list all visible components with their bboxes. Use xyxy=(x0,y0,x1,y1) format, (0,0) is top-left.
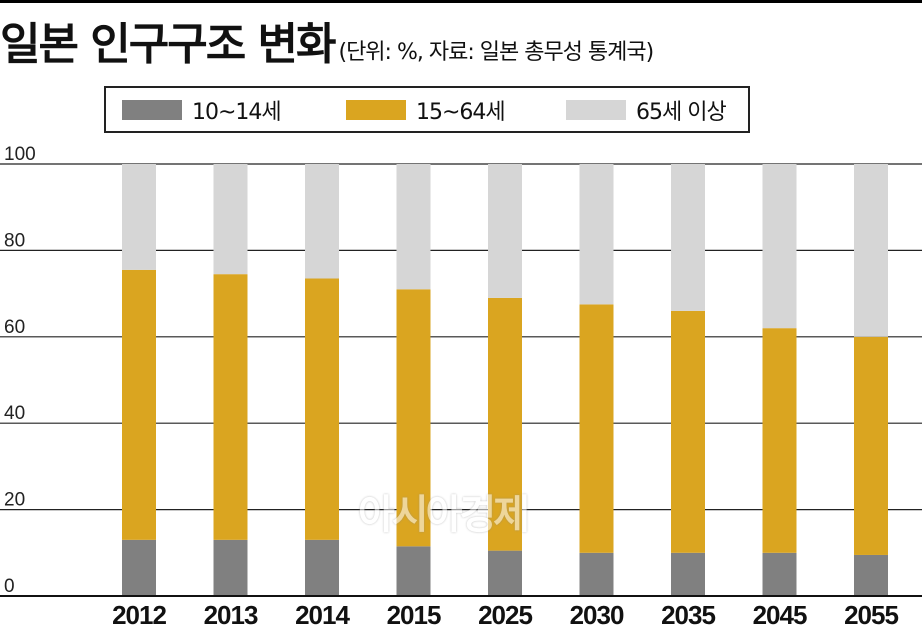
legend-item-age-0-14: 10~14세 xyxy=(122,88,282,131)
bar-age-65-plus-2015 xyxy=(396,164,431,290)
bar-age-0-14-2012 xyxy=(122,539,156,596)
stacked-bar-chart: 0 20 40 60 80 100 2012 2013 2014 2015 2025 2030 2035… xyxy=(0,144,922,628)
bar-age-15-64-2013 xyxy=(213,274,248,540)
legend-swatch-age-0-14 xyxy=(122,99,182,120)
top-rule xyxy=(0,0,922,3)
legend-item-age-65-plus: 65세 이상 xyxy=(566,88,727,131)
x-tick-label-2035: 2035 xyxy=(661,600,715,628)
bar-age-0-14-2025 xyxy=(488,550,522,596)
bar-age-65-plus-2012 xyxy=(122,164,156,270)
bar-age-15-64-2045 xyxy=(762,328,797,553)
bar-age-0-14-2015 xyxy=(396,546,431,596)
bar-age-65-plus-2045 xyxy=(762,164,797,329)
bar-age-15-64-2014 xyxy=(305,278,339,540)
bar-age-0-14-2045 xyxy=(762,552,797,596)
y-tick-label-0: 0 xyxy=(4,576,15,597)
x-tick-label-2055: 2055 xyxy=(844,600,898,628)
bar-age-0-14-2014 xyxy=(305,539,339,596)
x-tick-label-2045: 2045 xyxy=(753,600,807,628)
chart-subtitle: (단위: %, 자료: 일본 총무성 통계국) xyxy=(338,40,654,65)
x-tick-label-2013: 2013 xyxy=(204,600,258,628)
y-tick-label-100: 100 xyxy=(4,144,36,165)
watermark-text: 아시아경제 xyxy=(358,492,530,538)
legend-swatch-age-65-plus xyxy=(566,99,626,120)
legend: 10~14세 15~64세 65세 이상 xyxy=(104,86,750,133)
bar-age-0-14-2030 xyxy=(579,552,614,596)
legend-swatch-age-15-64 xyxy=(346,99,406,120)
legend-label-age-15-64: 15~64세 xyxy=(416,99,506,125)
bar-age-0-14-2013 xyxy=(213,539,248,596)
x-tick-label-2012: 2012 xyxy=(112,600,166,628)
title-row: 일본 인구구조 변화 (단위: %, 자료: 일본 총무성 통계국) xyxy=(0,8,654,70)
bar-age-15-64-2025 xyxy=(488,297,522,551)
y-tick-label-20: 20 xyxy=(4,490,25,511)
y-tick-label-80: 80 xyxy=(4,230,25,251)
bar-age-15-64-2035 xyxy=(671,310,705,553)
bar-age-65-plus-2014 xyxy=(305,164,339,279)
y-tick-label-60: 60 xyxy=(4,317,25,338)
bar-age-15-64-2055 xyxy=(854,336,888,555)
bar-age-15-64-2012 xyxy=(122,269,156,540)
x-tick-label-2025: 2025 xyxy=(478,600,532,628)
legend-label-age-65-plus: 65세 이상 xyxy=(636,99,727,125)
chart-title: 일본 인구구조 변화 xyxy=(0,19,336,70)
bar-age-65-plus-2013 xyxy=(213,164,248,275)
legend-item-age-15-64: 15~64세 xyxy=(346,88,506,131)
bar-age-0-14-2055 xyxy=(854,554,888,596)
y-tick-label-40: 40 xyxy=(4,403,25,424)
x-tick-label-2014: 2014 xyxy=(295,600,350,628)
x-tick-label-2030: 2030 xyxy=(570,600,624,628)
bar-age-65-plus-2055 xyxy=(854,164,888,337)
bar-age-15-64-2030 xyxy=(579,304,614,553)
bar-age-15-64-2015 xyxy=(396,289,431,547)
bar-age-0-14-2035 xyxy=(671,552,705,596)
x-tick-label-2015: 2015 xyxy=(387,600,441,628)
legend-label-age-0-14: 10~14세 xyxy=(192,99,282,125)
bar-age-65-plus-2030 xyxy=(579,164,614,305)
bar-age-65-plus-2025 xyxy=(488,164,522,298)
bar-age-65-plus-2035 xyxy=(671,164,705,311)
